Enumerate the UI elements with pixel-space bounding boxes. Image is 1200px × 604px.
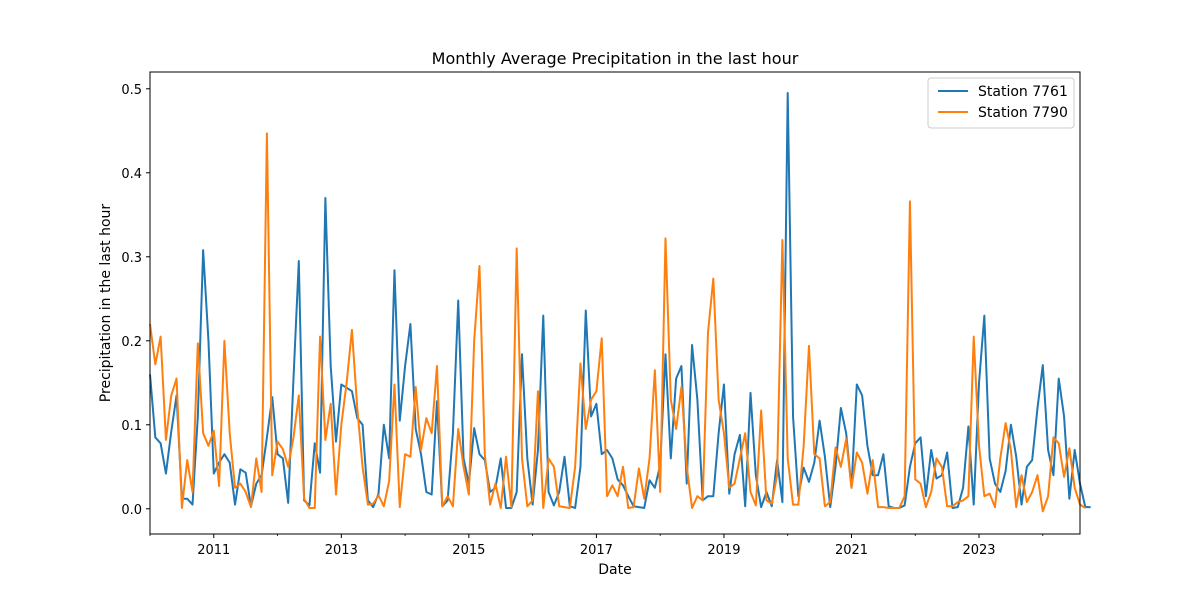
x-tick-label: 2017 bbox=[580, 543, 613, 558]
y-tick-label: 0.5 bbox=[121, 83, 142, 98]
x-tick-label: 2021 bbox=[835, 543, 868, 558]
x-tick-label: 2015 bbox=[452, 543, 485, 558]
y-axis: 0.0 0.1 0.2 0.3 0.4 0.5 bbox=[121, 83, 150, 518]
legend-label-station-7790: Station 7790 bbox=[978, 105, 1068, 121]
chart-title: Monthly Average Precipitation in the las… bbox=[432, 49, 799, 68]
legend-label-station-7761: Station 7761 bbox=[978, 84, 1068, 100]
plot-lines bbox=[149, 92, 1091, 513]
x-axis-label: Date bbox=[598, 562, 631, 578]
x-axis: 2011 2013 2015 2017 2019 2021 2023 bbox=[149, 534, 1044, 558]
plot-frame bbox=[149, 71, 1081, 535]
legend: Station 7761 Station 7790 bbox=[927, 77, 1075, 129]
y-axis-label: Precipitation in the last hour bbox=[98, 204, 114, 403]
x-tick-label: 2023 bbox=[962, 543, 995, 558]
y-tick-label: 0.3 bbox=[121, 251, 142, 266]
x-tick-label: 2019 bbox=[707, 543, 740, 558]
y-tick-label: 0.2 bbox=[121, 335, 142, 350]
y-tick-label: 0.1 bbox=[121, 419, 142, 434]
x-tick-label: 2011 bbox=[197, 543, 230, 558]
y-tick-label: 0.0 bbox=[121, 503, 142, 518]
x-tick-label: 2013 bbox=[325, 543, 358, 558]
series-line-station-7790 bbox=[149, 132, 1086, 513]
y-tick-label: 0.4 bbox=[121, 167, 142, 182]
